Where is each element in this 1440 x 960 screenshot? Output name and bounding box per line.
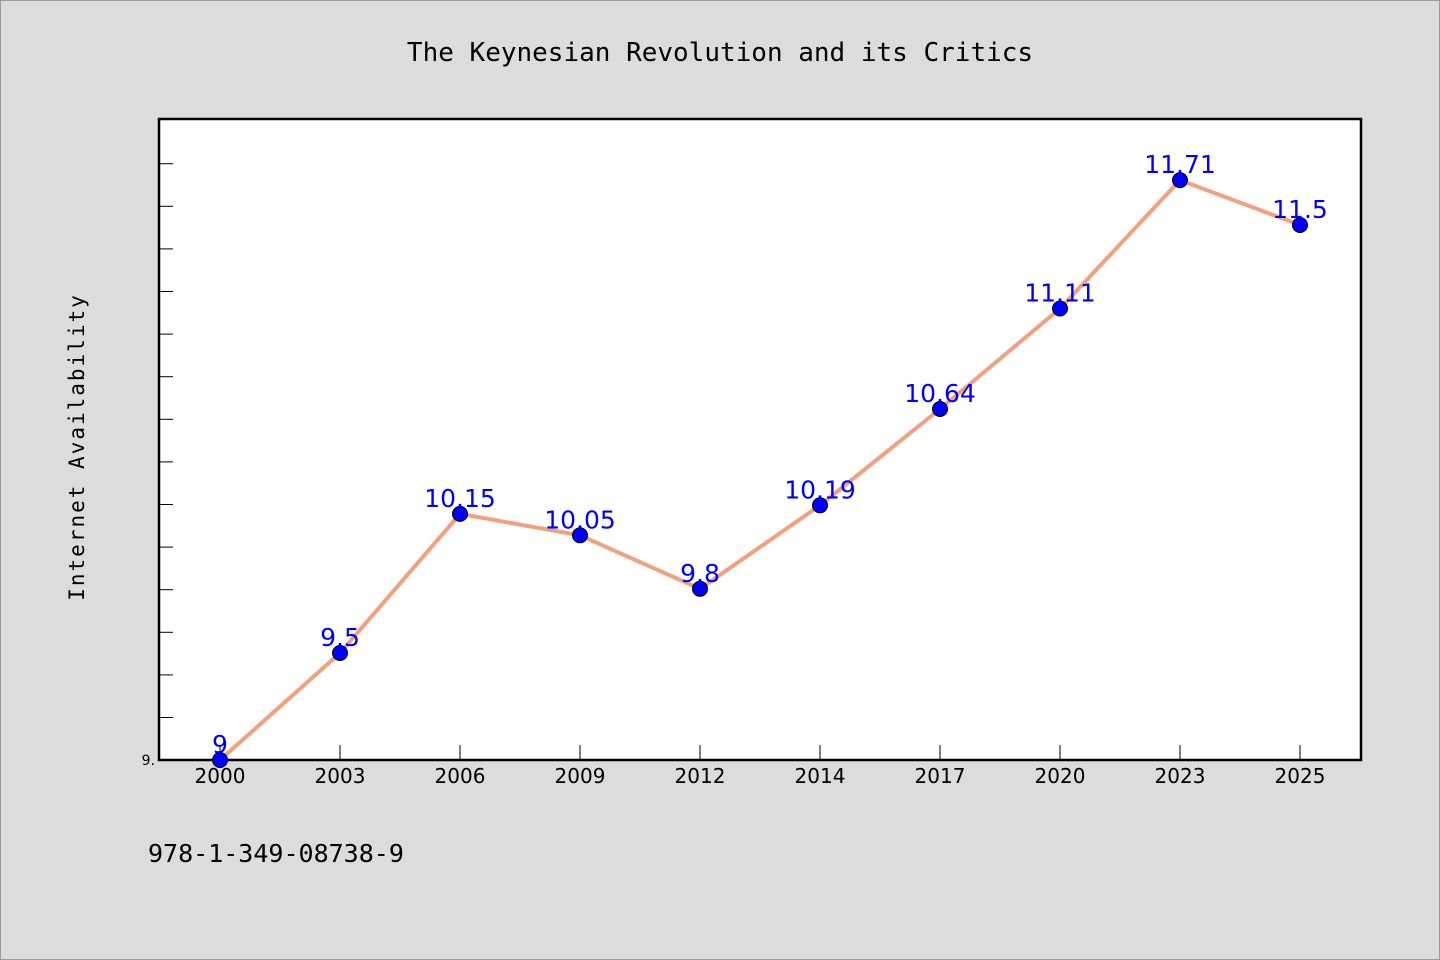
data-point-marker [1172, 172, 1188, 189]
data-point-marker [1052, 300, 1068, 317]
y-axis-ticks [159, 163, 173, 718]
x-tick-label: 2012 [675, 764, 726, 788]
x-tick-label: 2014 [795, 764, 846, 788]
data-label: 9.8 [680, 559, 720, 588]
x-tick-label: 2023 [1155, 764, 1206, 788]
data-labels: 9 9.5 10.15 10.05 9.8 10.19 10.64 11.11 11.71 11.… [212, 150, 1328, 759]
data-label: 10.15 [424, 484, 496, 513]
data-label: 11.71 [1144, 150, 1216, 179]
x-axis-ticks [219, 745, 1301, 760]
data-point-marker [332, 645, 348, 661]
data-label: 9.5 [320, 623, 360, 652]
series-line [218, 178, 1302, 762]
data-label: 9 [212, 730, 228, 759]
data-point-marker [212, 752, 228, 768]
data-point-marker [452, 505, 468, 522]
data-point-marker [692, 580, 708, 597]
data-point-marker [812, 497, 828, 514]
x-tick-label: 2017 [915, 764, 966, 788]
x-tick-label: 2020 [1035, 764, 1086, 788]
data-label: 10.64 [904, 379, 976, 408]
chart-title: The Keynesian Revolution and its Critics [407, 38, 1033, 68]
y-tick-label: 9. [142, 753, 155, 769]
x-axis-tick-labels: 2000 2003 2006 2009 2012 2014 2017 2020 2023 2025 [195, 764, 1326, 788]
data-point-marker [932, 401, 948, 417]
x-tick-label: 2003 [315, 764, 366, 788]
data-label: 11.5 [1272, 195, 1328, 224]
x-tick-label: 2006 [435, 764, 486, 788]
x-tick-label: 2009 [555, 764, 606, 788]
footnote-isbn: 978-1-349-08738-9 [148, 839, 404, 868]
y-axis-label: Internet Availability [65, 293, 89, 601]
plot-area [157, 117, 1363, 762]
data-point-marker [1292, 217, 1308, 233]
x-tick-label: 2025 [1275, 764, 1326, 788]
data-label: 10.05 [544, 505, 616, 534]
series-markers [212, 172, 1308, 768]
data-point-marker [572, 527, 588, 544]
data-label: 11.11 [1024, 279, 1096, 308]
data-label: 10.19 [784, 475, 856, 504]
